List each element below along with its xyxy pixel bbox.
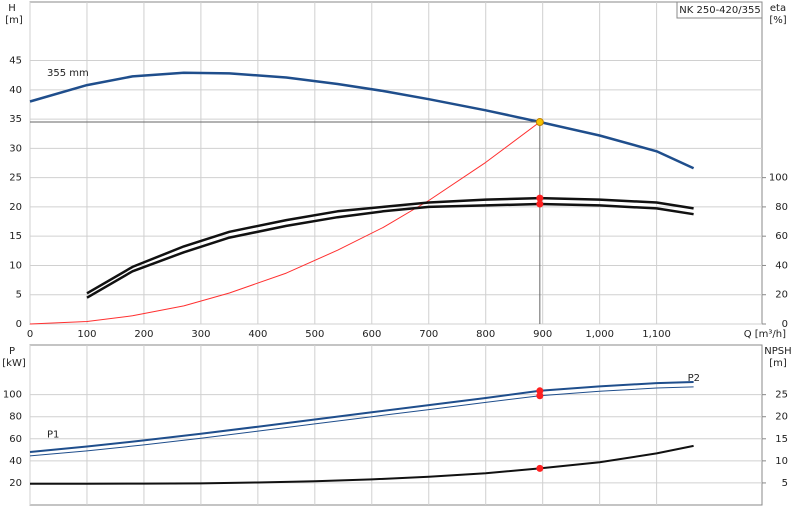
- y2-axis-unit: [m]: [769, 358, 787, 369]
- curve: [29, 381, 694, 453]
- y2-tick-label: 100: [769, 173, 788, 184]
- y-tick-label: 15: [9, 231, 22, 242]
- y2-tick-label: 10: [775, 456, 788, 467]
- y-tick-label: 25: [9, 173, 22, 184]
- y-axis-label: P: [9, 346, 15, 357]
- curve: [29, 386, 694, 457]
- x-tick-label: 100: [77, 329, 96, 340]
- y-tick-label: 40: [9, 85, 22, 96]
- curve: [86, 196, 694, 295]
- x-tick-label: 1,100: [642, 329, 671, 340]
- curve-label: P1: [47, 430, 59, 441]
- y-tick-label: 60: [9, 434, 22, 445]
- y-axis-label: H: [8, 3, 16, 14]
- x-tick-label: 800: [476, 329, 495, 340]
- curve-label: 355 mm: [47, 68, 89, 79]
- x-axis-label: Q [m³/h]: [744, 329, 786, 340]
- y2-tick-label: 60: [775, 231, 788, 242]
- y-tick-label: 20: [9, 202, 22, 213]
- y-axis-unit: [m]: [5, 15, 23, 26]
- duty-point: [536, 200, 544, 208]
- x-tick-label: 600: [362, 329, 381, 340]
- x-tick-label: 400: [248, 329, 267, 340]
- y2-tick-label: 0: [782, 319, 788, 330]
- y2-tick-label: 20: [775, 290, 788, 301]
- plot-frame: [29, 344, 763, 506]
- x-tick-label: 900: [533, 329, 552, 340]
- y2-tick-label: 20: [775, 412, 788, 423]
- y-tick-label: 80: [9, 412, 22, 423]
- title-box: [676, 1, 763, 19]
- y-axis-unit: [kW]: [2, 358, 26, 369]
- y2-axis-label: NPSH: [764, 346, 791, 357]
- y-tick-label: 30: [9, 143, 22, 154]
- y-tick-label: 35: [9, 114, 22, 125]
- duty-point: [536, 464, 544, 472]
- duty-point: [535, 118, 544, 127]
- x-tick-label: 1,000: [585, 329, 614, 340]
- x-tick-label: 300: [191, 329, 210, 340]
- curve: [86, 202, 694, 299]
- duty-point: [536, 387, 544, 395]
- duty-point: [536, 392, 544, 400]
- curve: [29, 71, 695, 170]
- y2-tick-label: 5: [782, 478, 788, 489]
- y-tick-label: 5: [16, 290, 22, 301]
- y-tick-label: 40: [9, 456, 22, 467]
- y2-tick-label: 15: [775, 434, 788, 445]
- x-tick-label: 200: [134, 329, 153, 340]
- y-tick-label: 10: [9, 260, 22, 271]
- y2-tick-label: 40: [775, 260, 788, 271]
- y-tick-label: 20: [9, 478, 22, 489]
- plot-frame: [29, 1, 763, 325]
- y2-axis-unit: [%]: [769, 15, 786, 26]
- y-tick-label: 45: [9, 56, 22, 67]
- curve: [30, 444, 694, 485]
- y-tick-label: 100: [3, 390, 22, 401]
- x-tick-label: 0: [27, 329, 33, 340]
- curve: [29, 121, 541, 325]
- y2-axis-label: eta: [770, 3, 786, 14]
- x-tick-label: 500: [305, 329, 324, 340]
- chart-title: NK 250-420/355: [679, 5, 760, 16]
- curve-label: P2: [688, 373, 700, 384]
- duty-point: [536, 194, 544, 202]
- y-tick-label: 0: [16, 319, 22, 330]
- y2-tick-label: 80: [775, 202, 788, 213]
- y2-tick-label: 25: [775, 390, 788, 401]
- x-tick-label: 700: [419, 329, 438, 340]
